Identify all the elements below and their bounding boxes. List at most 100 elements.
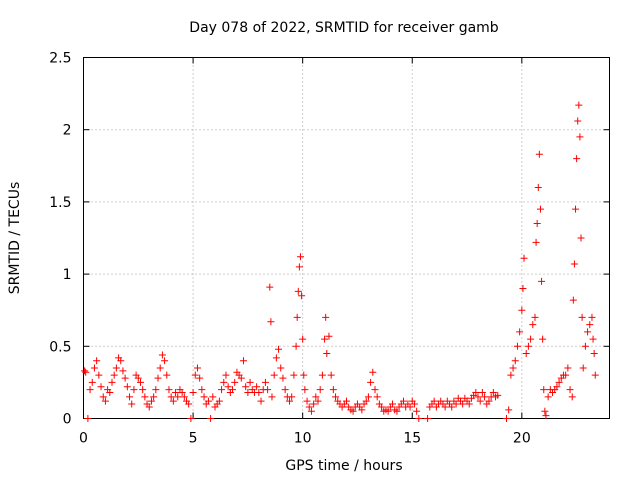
data-point [147, 397, 155, 405]
x-tick-label: 5 [189, 431, 198, 447]
data-point [136, 378, 144, 386]
data-point [110, 371, 118, 379]
data-point [542, 412, 550, 420]
data-point [99, 393, 107, 401]
data-point [312, 393, 320, 401]
data-point [553, 383, 561, 391]
data-point [569, 296, 577, 304]
data-point [242, 383, 250, 391]
data-point [222, 371, 230, 379]
data-point [121, 374, 129, 382]
data-point [145, 403, 153, 411]
data-point [134, 374, 142, 382]
data-point [577, 234, 585, 242]
data-point [156, 364, 164, 372]
data-point [165, 386, 173, 394]
data-point [358, 406, 366, 414]
data-point [321, 335, 329, 343]
data-points [81, 101, 599, 422]
data-point [303, 397, 311, 405]
data-point [266, 283, 274, 291]
data-point [522, 350, 530, 358]
data-point [536, 205, 544, 213]
data-point [296, 253, 304, 261]
x-tick-label: 20 [513, 431, 531, 447]
data-point [576, 133, 584, 141]
data-point [294, 287, 302, 295]
data-point [261, 378, 269, 386]
data-point [472, 389, 480, 397]
data-point [305, 403, 313, 411]
data-point [564, 364, 572, 372]
x-tick-label: 0 [79, 431, 88, 447]
data-point [167, 393, 175, 401]
data-point [325, 332, 333, 340]
data-point [318, 371, 326, 379]
data-point [270, 371, 278, 379]
data-point [95, 371, 103, 379]
data-point [494, 391, 502, 399]
data-point [441, 403, 449, 411]
data-point [371, 386, 379, 394]
data-point [237, 374, 245, 382]
data-point [198, 386, 206, 394]
data-point [459, 400, 467, 408]
data-point [314, 397, 322, 405]
data-point [299, 335, 307, 343]
data-point [369, 368, 377, 376]
data-point [529, 321, 537, 329]
data-point [406, 403, 414, 411]
data-point [518, 306, 526, 314]
data-point [520, 254, 528, 262]
x-axis-label: GPS time / hours [285, 458, 402, 474]
data-point [478, 389, 486, 397]
y-tick-label: 1 [63, 267, 72, 283]
data-point [178, 389, 186, 397]
y-tick-label: 0.5 [49, 339, 71, 355]
data-point [224, 383, 232, 391]
data-point [81, 367, 89, 375]
data-point [568, 393, 576, 401]
data-point [323, 350, 331, 358]
data-point [364, 393, 372, 401]
data-point [152, 386, 160, 394]
data-point [185, 400, 193, 408]
data-point [141, 393, 149, 401]
data-point [481, 393, 489, 401]
y-tick-label: 2.5 [49, 51, 71, 67]
y-tick-label: 2 [63, 123, 72, 139]
data-point [524, 342, 532, 350]
data-point [538, 277, 546, 285]
data-point [327, 371, 335, 379]
data-point [532, 238, 540, 246]
data-point [531, 313, 539, 321]
data-point [367, 378, 375, 386]
data-point [255, 389, 263, 397]
data-point [310, 400, 318, 408]
data-point [119, 367, 127, 375]
data-point [204, 397, 212, 405]
data-point [393, 407, 401, 415]
data-point [410, 400, 418, 408]
data-point [101, 397, 109, 405]
data-point [575, 101, 583, 109]
data-point [541, 407, 549, 415]
data-point [533, 220, 541, 228]
data-point [82, 368, 90, 376]
data-point [277, 364, 285, 372]
data-point [196, 374, 204, 382]
data-point [578, 313, 586, 321]
data-point [117, 357, 125, 365]
data-point [108, 378, 116, 386]
data-point [502, 415, 510, 422]
data-point [301, 386, 309, 394]
data-point [362, 397, 370, 405]
data-point [373, 393, 381, 401]
data-point [535, 150, 543, 158]
data-point [343, 397, 350, 405]
data-point [161, 357, 169, 365]
data-point [573, 155, 581, 163]
data-point [519, 285, 527, 293]
data-point [281, 386, 289, 394]
data-point [200, 393, 208, 401]
